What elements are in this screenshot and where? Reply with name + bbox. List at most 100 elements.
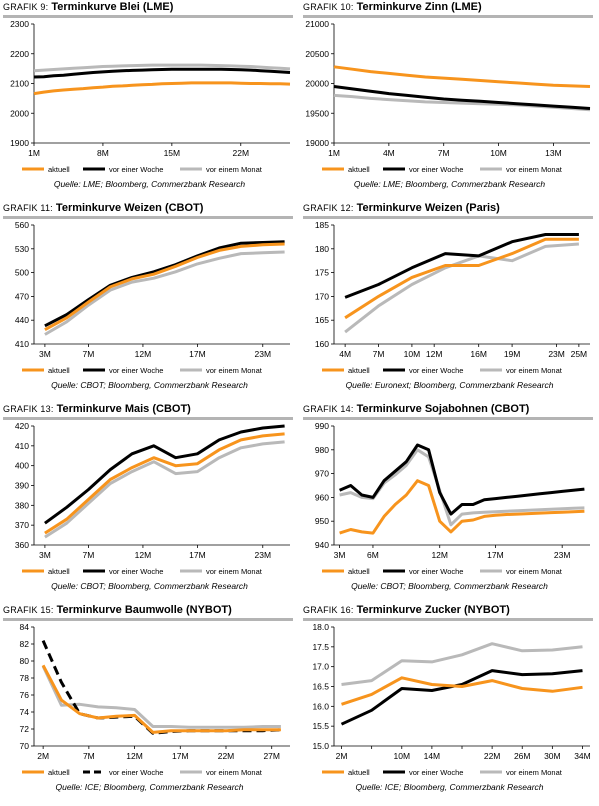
source-note: Quelle: ICE; Bloomberg, Commerzbank Rese… xyxy=(55,782,244,792)
chart-panel-grafik-10: GRAFIK 10: Terminkurve Zinn (LME) 19000 1… xyxy=(300,0,599,201)
legend-label: vor einem Monat xyxy=(506,165,563,174)
y-tick-label: 960 xyxy=(315,492,329,502)
panel-title: GRAFIK 10: Terminkurve Zinn (LME) xyxy=(303,1,482,13)
x-tick-label: 3M xyxy=(39,550,51,560)
legend-label: aktuell xyxy=(48,165,70,174)
series-line-aktuell xyxy=(44,432,285,535)
x-tick-label: 12M xyxy=(431,550,448,560)
x-tick-label: 12M xyxy=(135,349,152,359)
series-line-aktuell xyxy=(333,65,591,88)
y-tick-label: 360 xyxy=(15,540,29,550)
title-rule xyxy=(3,618,293,621)
panel-title: GRAFIK 11: Terminkurve Weizen (CBOT) xyxy=(3,202,204,214)
y-tick-label: 390 xyxy=(15,481,29,491)
legend-label: aktuell xyxy=(48,366,70,375)
legend-label: vor einem Monat xyxy=(206,567,263,576)
line-chart: 940 950 960 970 980 990 3M 6M 12M 17M 23M aktuell vo… xyxy=(315,421,590,576)
panel-title: GRAFIK 9: Terminkurve Blei (LME) xyxy=(3,1,174,13)
y-tick-label: 2200 xyxy=(10,49,29,59)
x-tick-label: 22M xyxy=(218,751,235,761)
y-tick-label: 370 xyxy=(15,520,29,530)
y-tick-label: 180 xyxy=(315,244,329,254)
x-tick-label: 7M xyxy=(373,349,385,359)
x-tick-label: 23M xyxy=(254,349,271,359)
x-tick-label: 4M xyxy=(339,349,351,359)
y-tick-label: 20000 xyxy=(305,79,329,89)
series-line-vor-einem-monat xyxy=(44,250,285,336)
chart-panel-grafik-15: GRAFIK 15: Terminkurve Baumwolle (NYBOT)… xyxy=(0,603,299,804)
line-chart: 1900 2000 2100 2200 2300 1M 8M 15M 22M aktuell vor… xyxy=(10,19,291,174)
legend-label: aktuell xyxy=(348,165,370,174)
series-line-vor-einem-monat xyxy=(44,440,285,539)
y-tick-label: 18.0 xyxy=(312,622,329,632)
y-tick-label: 16.5 xyxy=(312,682,329,692)
y-tick-label: 2000 xyxy=(10,108,29,118)
legend-label: aktuell xyxy=(348,366,370,375)
series-line-vor-einem-monat xyxy=(333,93,591,112)
series-line-vor-einer-woche xyxy=(41,639,281,735)
x-tick-label: 10M xyxy=(490,148,507,158)
series-line-vor-einem-monat xyxy=(33,63,291,73)
legend-label: aktuell xyxy=(348,768,370,777)
x-tick-label: 7M xyxy=(83,751,95,761)
x-tick-label: 13M xyxy=(545,148,562,158)
series-line-vor-einer-woche xyxy=(33,67,291,79)
y-tick-label: 380 xyxy=(15,500,29,510)
y-tick-label: 20500 xyxy=(305,49,329,59)
x-tick-label: 30M xyxy=(544,751,561,761)
y-tick-label: 420 xyxy=(15,421,29,431)
y-tick-label: 470 xyxy=(15,291,29,301)
series-line-vor-einer-woche xyxy=(344,233,579,299)
series-line-vor-einem-monat xyxy=(344,242,580,334)
y-tick-label: 74 xyxy=(20,707,30,717)
x-tick-label: 7M xyxy=(83,349,95,359)
legend-label: vor einem Monat xyxy=(506,768,563,777)
x-tick-label: 12M xyxy=(135,550,152,560)
x-tick-label: 12M xyxy=(126,751,143,761)
legend-label: vor einer Woche xyxy=(409,768,463,777)
line-chart: 15.0 15.5 16.0 16.5 17.0 17.5 18.0 2M 10M 14M 22M 2… xyxy=(312,622,590,777)
legend-label: vor einem Monat xyxy=(506,567,563,576)
series-line-aktuell xyxy=(41,664,281,734)
title-rule xyxy=(303,417,593,420)
x-tick-label: 3M xyxy=(39,349,51,359)
title-rule xyxy=(3,417,293,420)
x-tick-label: 8M xyxy=(97,148,109,158)
y-tick-label: 410 xyxy=(15,339,29,349)
y-tick-label: 15.0 xyxy=(312,741,329,751)
y-tick-label: 17.0 xyxy=(312,662,329,672)
series-line-vor-einer-woche xyxy=(44,424,285,525)
y-tick-label: 1900 xyxy=(10,138,29,148)
legend-label: vor einem Monat xyxy=(506,366,563,375)
x-tick-label: 19M xyxy=(504,349,521,359)
x-tick-label: 22M xyxy=(232,148,249,158)
x-tick-label: 7M xyxy=(438,148,450,158)
chart-panel-grafik-11: GRAFIK 11: Terminkurve Weizen (CBOT) 410… xyxy=(0,201,299,402)
x-tick-label: 7M xyxy=(83,550,95,560)
y-tick-label: 78 xyxy=(20,673,30,683)
y-tick-label: 19500 xyxy=(305,108,329,118)
y-tick-label: 17.5 xyxy=(312,642,329,652)
x-tick-label: 1M xyxy=(28,148,40,158)
x-tick-label: 17M xyxy=(189,349,206,359)
source-note: Quelle: ICE; Bloomberg, Commerzbank Rese… xyxy=(355,782,544,792)
y-tick-label: 72 xyxy=(20,724,30,734)
panel-title: GRAFIK 16: Terminkurve Zucker (NYBOT) xyxy=(303,604,510,616)
y-tick-label: 16.0 xyxy=(312,701,329,711)
y-tick-label: 410 xyxy=(15,441,29,451)
x-tick-label: 17M xyxy=(189,550,206,560)
y-tick-label: 15.5 xyxy=(312,721,329,731)
y-tick-label: 2300 xyxy=(10,19,29,29)
y-tick-label: 400 xyxy=(15,461,29,471)
title-rule xyxy=(303,618,593,621)
legend-label: vor einer Woche xyxy=(109,165,163,174)
source-note: Quelle: CBOT; Bloomberg, Commerzbank Res… xyxy=(351,581,548,591)
y-tick-label: 940 xyxy=(315,540,329,550)
y-tick-label: 500 xyxy=(15,268,29,278)
series-line-aktuell xyxy=(44,242,285,332)
x-tick-label: 25M xyxy=(571,349,588,359)
y-tick-label: 980 xyxy=(315,445,329,455)
y-tick-label: 80 xyxy=(20,656,30,666)
legend-label: vor einer Woche xyxy=(409,165,463,174)
y-tick-label: 70 xyxy=(20,741,30,751)
